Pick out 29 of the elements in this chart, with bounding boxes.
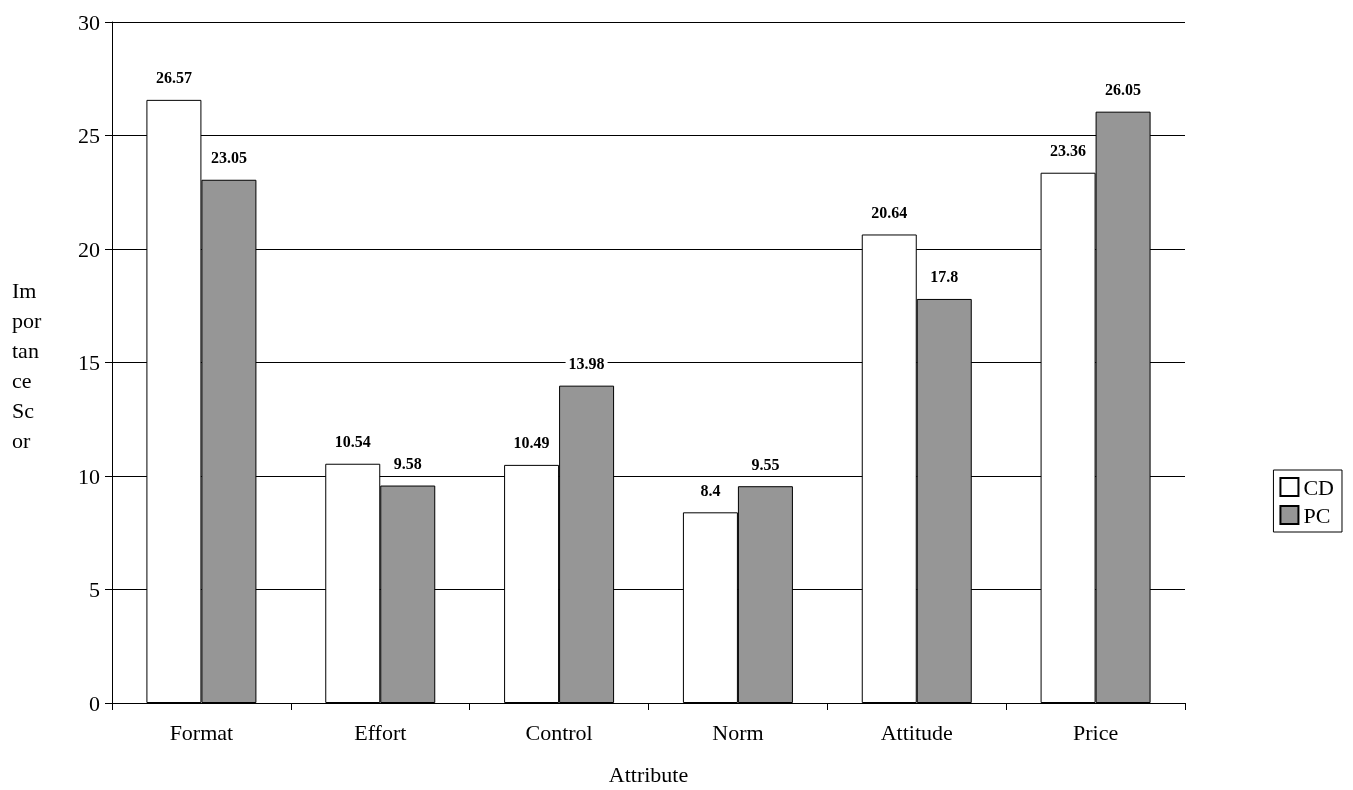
data-label: 26.05 [1105,81,1142,99]
y-tick-label: 25 [78,123,100,148]
x-tick-label: Price [1072,719,1119,745]
y-tick-label: 15 [78,350,100,375]
x-axis-title: Attribute [608,761,689,787]
data-label: 23.05 [210,149,247,167]
data-label: 13.98 [568,355,605,373]
data-label: 20.64 [871,203,908,221]
y-tick-label: 10 [78,463,100,489]
x-tick-label: Attitude [880,719,953,745]
data-label: 10.54 [334,433,371,451]
x-tick-label: Control [525,719,593,745]
y-tick-label: 30 [78,9,100,35]
x-tick-label: Effort [354,719,407,745]
y-tick-label: 20 [78,236,100,262]
x-tick-label: Norm [712,719,764,745]
data-label: 9.58 [393,455,422,473]
legend-label: PC [1303,502,1331,528]
y-tick-label: 5 [89,577,100,602]
data-label: 10.49 [513,434,550,452]
data-label: 9.55 [751,455,780,473]
legend-label: CD [1303,474,1334,500]
y-axis-title: Importance Scor [12,277,42,453]
data-label: 17.8 [930,268,959,286]
data-label: 23.36 [1050,142,1087,160]
data-label: 26.57 [155,69,192,87]
data-label: 8.4 [700,481,721,499]
x-tick-label: Format [169,719,234,745]
y-tick-label: 0 [89,690,100,716]
